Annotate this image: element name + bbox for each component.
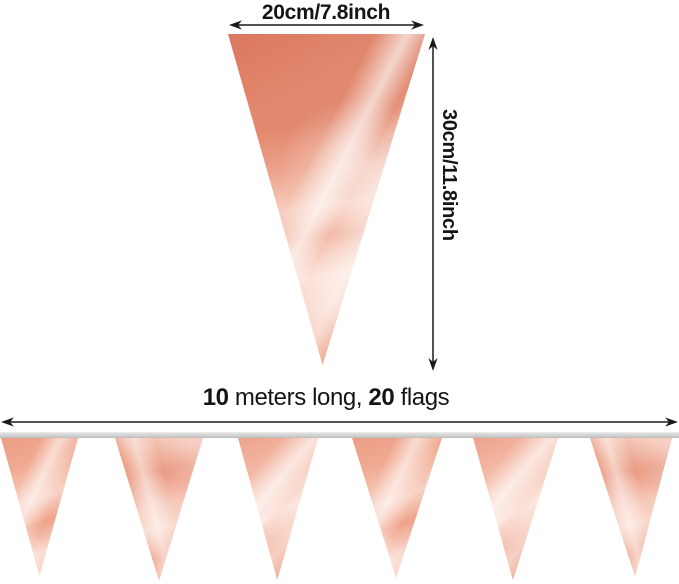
length-dimension-arrow-icon xyxy=(1,417,678,427)
pennant-flag-4 xyxy=(352,438,442,578)
length-meters-value: 10 xyxy=(202,384,229,411)
pennant-flag-5 xyxy=(473,438,558,580)
pennant-flag-6 xyxy=(590,438,672,577)
flag-count-value: 20 xyxy=(368,384,395,411)
flag-count-text: flags xyxy=(394,384,450,411)
pennant-flag-1 xyxy=(1,438,78,576)
height-dimension-arrow-icon xyxy=(428,37,438,371)
strand-length-label: 10 meters long, 20 flags xyxy=(0,384,652,412)
height-dimension-label: 30cm/11.8inch xyxy=(438,109,460,241)
pennant-flag-2 xyxy=(115,438,203,581)
width-dimension-label: 20cm/7.8inch xyxy=(261,1,391,24)
pennant-flag-3 xyxy=(238,438,318,580)
width-dimension-arrow-icon xyxy=(229,20,424,30)
banner-string xyxy=(0,432,679,438)
length-meters-text: meters long, xyxy=(228,384,369,411)
pennant-flag-large xyxy=(228,34,425,365)
